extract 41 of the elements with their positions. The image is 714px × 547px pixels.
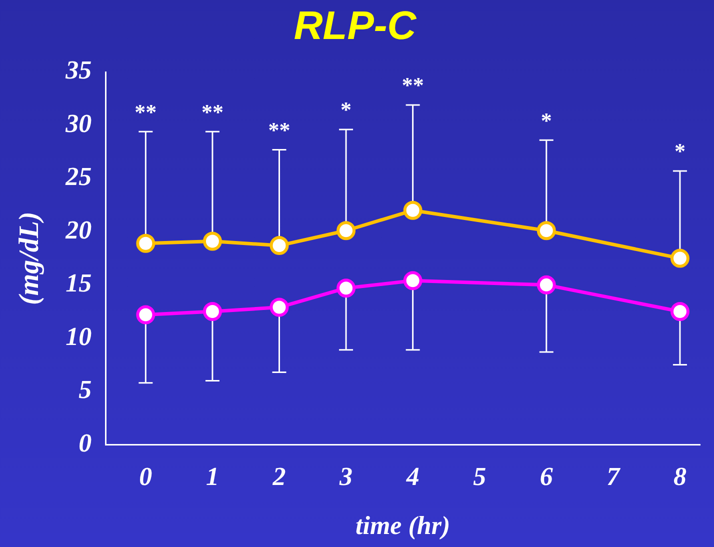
- point: [136, 234, 156, 253]
- x-tick-label: 3: [338, 462, 353, 491]
- y-tick-label: 30: [64, 108, 92, 138]
- point: [270, 236, 289, 256]
- x-tick-label: 7: [606, 462, 621, 491]
- y-tick-label: 15: [66, 268, 92, 298]
- point: [336, 278, 356, 298]
- point: [670, 302, 690, 322]
- x-axis-title: time (hr): [355, 511, 450, 540]
- point: [270, 298, 289, 317]
- x-tick-label: 4: [405, 462, 420, 491]
- point: [403, 200, 422, 220]
- annotation: **: [134, 99, 157, 124]
- x-tick-label: 5: [473, 462, 486, 491]
- y-tick-label: 0: [78, 428, 92, 458]
- annotation: *: [340, 97, 352, 122]
- point: [536, 275, 556, 294]
- point: [336, 221, 356, 240]
- x-tick-label: 2: [272, 462, 286, 491]
- annotation: **: [268, 117, 290, 142]
- chart-title: RLP-C: [294, 4, 418, 48]
- annotation: *: [540, 108, 552, 133]
- y-tick-label: 5: [78, 375, 92, 404]
- x-tick-label: 0: [139, 462, 152, 491]
- point: [202, 232, 222, 251]
- y-tick-label: 10: [66, 322, 92, 351]
- y-tick-label: 20: [64, 215, 92, 244]
- point: [670, 248, 690, 268]
- point: [136, 305, 156, 324]
- point: [202, 302, 222, 322]
- y-axis-title: (mg/dL): [14, 212, 46, 305]
- point: [403, 271, 422, 290]
- annotation: *: [674, 138, 686, 164]
- y-tick-label: 35: [64, 56, 92, 85]
- annotation: **: [201, 99, 224, 124]
- x-tick-label: 8: [673, 462, 686, 491]
- annotation: **: [402, 72, 424, 98]
- y-tick-label: 25: [64, 162, 92, 192]
- x-tick-label: 1: [206, 462, 219, 491]
- x-tick-label: 6: [540, 462, 553, 491]
- point: [536, 221, 556, 240]
